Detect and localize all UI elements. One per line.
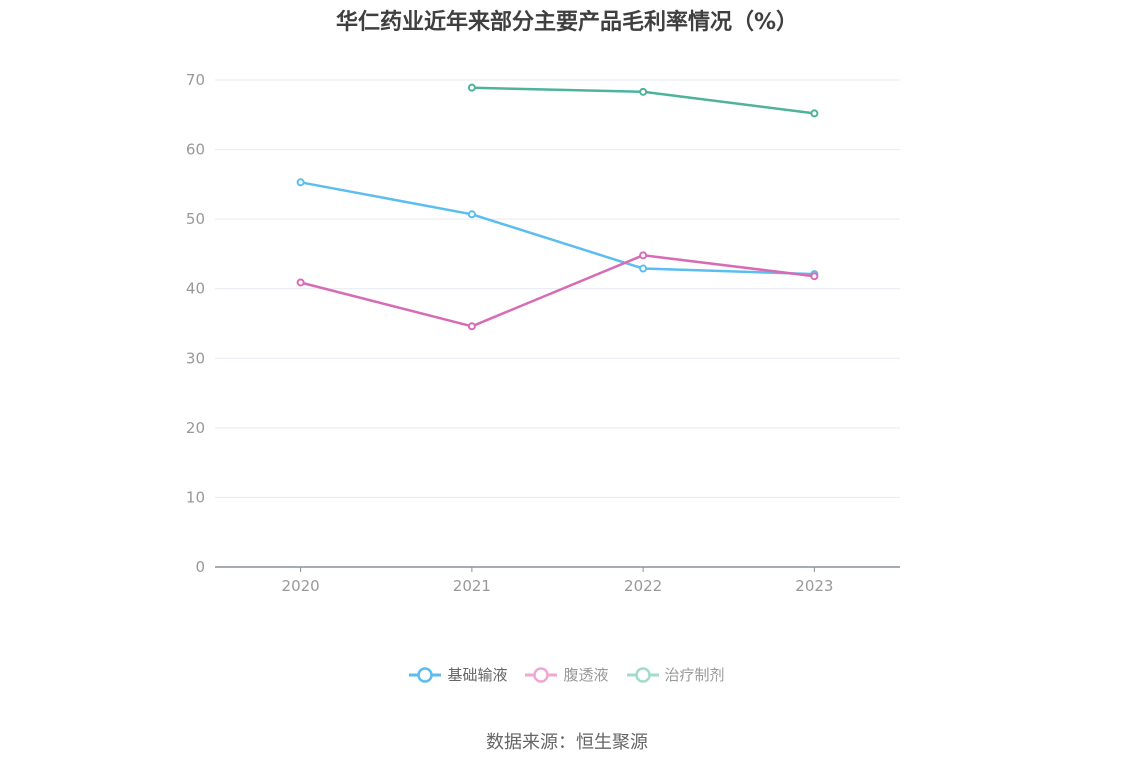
data-point-2 bbox=[639, 87, 648, 96]
legend-item-futouye[interactable]: 腹透液 bbox=[525, 664, 609, 685]
legend-label: 腹透液 bbox=[563, 666, 609, 684]
x-tick-label: 2020 bbox=[282, 577, 320, 595]
data-point-0 bbox=[639, 264, 648, 273]
data-point-2 bbox=[467, 83, 476, 92]
x-tick-label: 2023 bbox=[795, 577, 833, 595]
legend-marker-icon bbox=[525, 666, 558, 683]
y-tick-label: 70 bbox=[186, 71, 205, 89]
y-tick-label: 10 bbox=[186, 488, 205, 506]
x-tick-label: 2022 bbox=[624, 577, 662, 595]
data-point-1 bbox=[639, 251, 648, 260]
data-source: 数据来源：恒生聚源 bbox=[486, 732, 648, 753]
legend-item-jichu-shuye[interactable]: 基础输液 bbox=[409, 664, 507, 685]
y-tick-label: 30 bbox=[186, 349, 205, 367]
y-tick-label: 0 bbox=[195, 558, 205, 576]
y-tick-label: 20 bbox=[186, 419, 205, 437]
y-tick-label: 50 bbox=[186, 210, 205, 228]
y-tick-label: 40 bbox=[186, 280, 205, 298]
line-chart: 0 10 20 30 40 50 60 70 2020 2021 2022 2023 bbox=[186, 71, 900, 595]
data-point-1 bbox=[467, 322, 476, 331]
data-point-1 bbox=[810, 272, 819, 281]
data-point-1 bbox=[296, 278, 305, 287]
x-tick-label: 2021 bbox=[453, 577, 491, 595]
legend-label: 治疗制剂 bbox=[664, 666, 725, 684]
legend-label: 基础输液 bbox=[447, 666, 508, 684]
series-line-0 bbox=[300, 181, 815, 276]
y-tick-label: 60 bbox=[186, 141, 205, 159]
legend-item-zhiliao-zhiji[interactable]: 治疗制剂 bbox=[626, 664, 725, 685]
legend-marker-icon bbox=[409, 666, 442, 683]
chart-title: 华仁药业近年来部分主要产品毛利率情况（%） bbox=[335, 10, 799, 35]
series-line-1 bbox=[300, 254, 815, 328]
data-point-0 bbox=[296, 178, 305, 187]
data-point-2 bbox=[810, 109, 819, 118]
data-point-0 bbox=[467, 210, 476, 219]
legend: 基础输液 腹透液 治疗制剂 bbox=[0, 664, 1134, 685]
legend-marker-icon bbox=[626, 666, 659, 683]
